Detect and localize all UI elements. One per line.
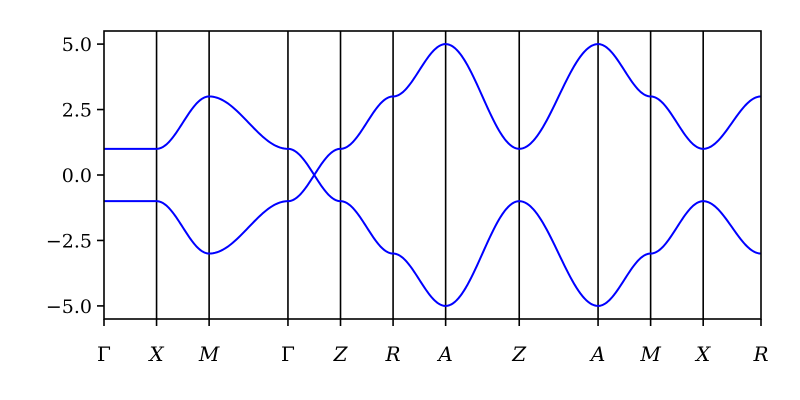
y-tick-label: −2.5 [46,230,92,252]
x-tick-label: A [436,342,452,366]
band-line [104,43,762,255]
x-tick-label: R [752,342,768,366]
band-lines [104,43,762,307]
x-tick-label: M [639,342,661,366]
x-tick-label: Γ [97,342,111,366]
x-tick-label: A [589,342,605,366]
x-tick-label: Z [333,342,349,366]
y-tick-label: 0.0 [62,165,92,187]
x-tick-label: M [198,342,220,366]
y-tick-label: 2.5 [62,100,92,122]
x-tick-label: X [147,342,164,366]
x-tick-label: Γ [281,342,295,366]
high-symmetry-lines [155,31,704,319]
x-tick-label: R [385,342,401,366]
y-axis: −5.0 −2.5 0.0 2.5 5.0 [46,34,104,318]
plot-frame [103,30,762,320]
y-tick-label: −5.0 [46,296,92,318]
y-tick-label: 5.0 [62,34,92,56]
x-tick-label: X [694,342,711,366]
band-line [104,95,762,307]
x-tick-label: Z [511,342,527,366]
